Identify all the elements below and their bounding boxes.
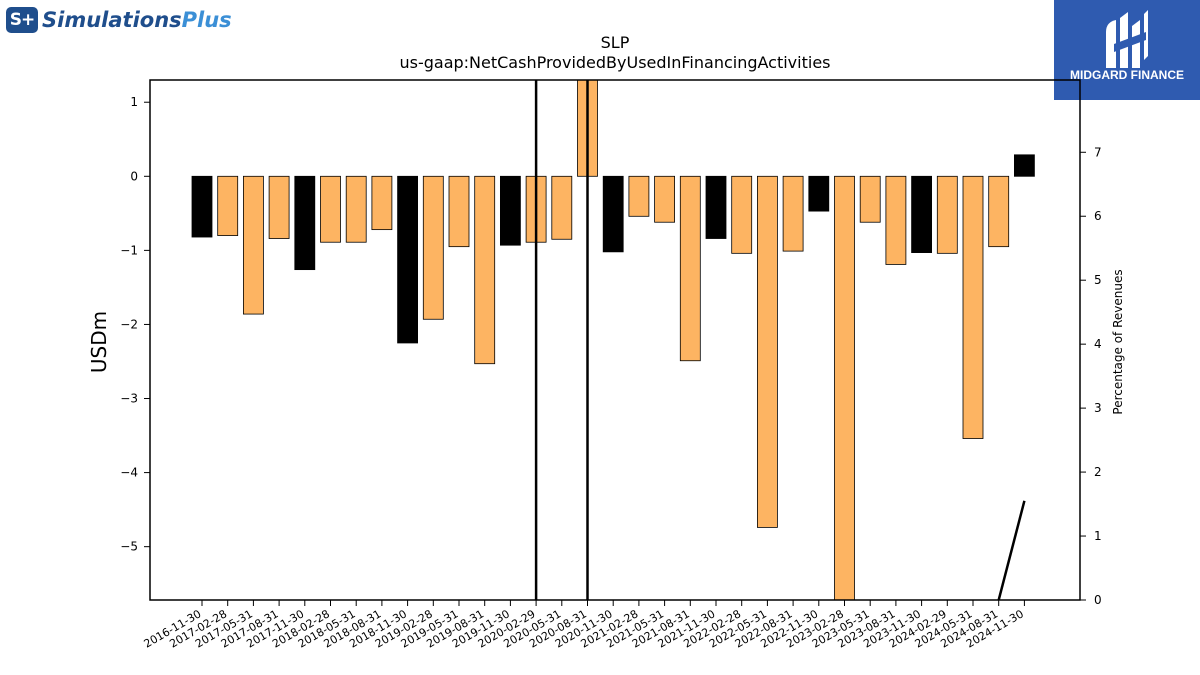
chart-subtitle: us-gaap:NetCashProvidedByUsedInFinancing… <box>399 53 830 72</box>
bar-2021-11-30 <box>705 175 727 239</box>
y-tick-label: −4 <box>120 466 138 480</box>
bar-2022-08-31 <box>782 175 804 252</box>
bar-2024-11-30 <box>1014 154 1035 177</box>
y-axis-label: USDm <box>87 311 111 373</box>
bar-2018-05-31 <box>345 175 367 243</box>
simulations-plus-logo: S+ Simulations Plus <box>6 6 232 34</box>
y-right-tick-label: 3 <box>1094 401 1102 415</box>
y-axis-right-label: Percentage of Revenues <box>1111 269 1125 414</box>
y-right-tick-label: 0 <box>1094 593 1102 607</box>
secondary-series-line <box>997 500 1026 600</box>
bar-2017-02-28 <box>217 175 239 236</box>
y-tick-label: −2 <box>120 317 138 331</box>
y-tick-label: 1 <box>130 95 138 109</box>
logo-word-simulations: Simulations <box>42 8 182 32</box>
bar-2020-11-30 <box>602 175 624 253</box>
bar-2023-08-31 <box>885 175 907 265</box>
bar-2022-11-30 <box>808 175 830 212</box>
bar-2018-08-31 <box>371 175 393 231</box>
y-tick-label: 0 <box>130 169 138 183</box>
y-right-tick-label: 2 <box>1094 465 1102 479</box>
y-right-tick-label: 4 <box>1094 337 1102 351</box>
bars-group <box>191 80 1035 600</box>
bar-2018-02-28 <box>320 175 341 243</box>
y-right-tick-label: 1 <box>1094 529 1102 543</box>
bar-2016-11-30 <box>191 175 213 238</box>
bar-2023-05-31 <box>859 175 881 223</box>
midgard-finance-name: MIDGARD FINANCE <box>1070 68 1184 82</box>
bar-2019-11-30 <box>499 175 521 246</box>
bar-2024-05-31 <box>962 175 984 439</box>
plot-frame <box>149 79 1081 601</box>
bar-2018-11-30 <box>397 175 419 344</box>
bar-2024-02-29 <box>936 175 958 254</box>
logo-word-plus: Plus <box>181 8 232 32</box>
bar-2022-05-31 <box>757 175 778 528</box>
bar-2020-05-31 <box>551 175 573 240</box>
bar-2017-08-31 <box>268 175 290 239</box>
bar-2021-05-31 <box>654 175 675 223</box>
bar-2023-02-28 <box>834 175 855 600</box>
bar-2021-02-28 <box>628 175 650 217</box>
bar-2024-08-31 <box>988 175 1010 248</box>
plot-area: 10−1−2−3−4−5012345672016-11-302017-02-28… <box>120 79 1102 651</box>
bar-2022-02-28 <box>731 175 753 254</box>
bar-2017-11-30 <box>294 175 316 271</box>
y-right-tick-label: 6 <box>1094 209 1102 223</box>
y-right-tick-label: 7 <box>1094 145 1102 159</box>
y-right-tick-label: 5 <box>1094 273 1102 287</box>
y-tick-label: −3 <box>120 392 138 406</box>
y-tick-label: −1 <box>120 243 138 257</box>
bar-2023-11-30 <box>911 175 932 253</box>
midgard-emblem-icon <box>1106 10 1148 68</box>
bar-2019-08-31 <box>474 175 496 365</box>
midgard-finance-logo: MIDGARD FINANCE <box>1054 0 1200 100</box>
chart-title: SLP <box>601 33 630 52</box>
bar-2019-05-31 <box>448 175 470 248</box>
logo-mark: S+ <box>6 7 38 33</box>
y-tick-label: −5 <box>120 540 138 554</box>
bar-2021-08-31 <box>679 175 701 362</box>
bar-2017-05-31 <box>242 175 264 315</box>
bar-2019-02-28 <box>422 175 444 320</box>
